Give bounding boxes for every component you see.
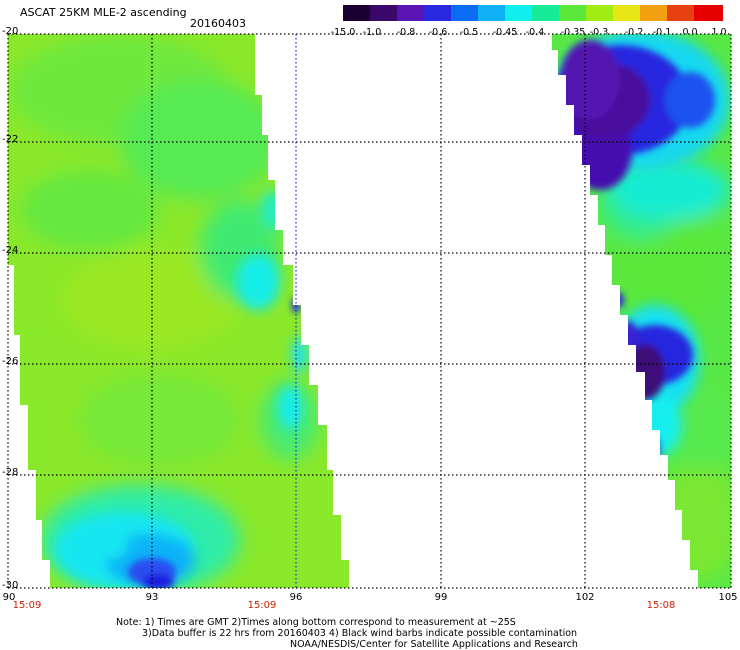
lon-tick-label: 99 bbox=[434, 592, 448, 603]
lat-tick-label: -26 bbox=[2, 356, 19, 367]
lat-tick-label: -22 bbox=[2, 134, 19, 145]
colorbar-segment bbox=[640, 5, 667, 21]
colorbar-label: -1.0 bbox=[362, 27, 382, 38]
pass-time-label: 15:09 bbox=[247, 600, 277, 611]
colorbar-label: -0.6 bbox=[428, 27, 448, 38]
colorbar-label: -0.4 bbox=[525, 27, 545, 38]
lat-tick-label: -28 bbox=[2, 467, 19, 478]
colorbar-segment bbox=[532, 5, 559, 21]
colorbar-label: -0.3 bbox=[589, 27, 609, 38]
colorbar-segment bbox=[613, 5, 640, 21]
colorbar-segment bbox=[370, 5, 397, 21]
colorbar-segment bbox=[505, 5, 532, 21]
colorbar-segment bbox=[667, 5, 694, 21]
colorbar-segment bbox=[343, 5, 370, 21]
colorbar-label: -0.2 bbox=[624, 27, 644, 38]
lon-tick-label: 96 bbox=[289, 592, 303, 603]
note-line-2: 3)Data buffer is 22 hrs from 20160403 4)… bbox=[142, 628, 578, 639]
colorbar-label: -0.1 bbox=[652, 27, 672, 38]
lat-tick-label: -30 bbox=[2, 580, 19, 591]
colorbar-segment bbox=[397, 5, 424, 21]
colorbar-segment bbox=[478, 5, 505, 21]
lat-tick-label: -24 bbox=[2, 245, 19, 256]
lon-tick-label: 93 bbox=[145, 592, 159, 603]
lon-tick-label: 90 bbox=[2, 592, 16, 603]
colorbar-label: -0.5 bbox=[459, 27, 479, 38]
note-line-1: Note: 1) Times are GMT 2)Times along bot… bbox=[116, 617, 516, 628]
colorbar-segment bbox=[451, 5, 478, 21]
product-title: ASCAT 25KM MLE-2 ascending bbox=[20, 6, 187, 19]
pass-time-label: 15:08 bbox=[646, 600, 676, 611]
graticule bbox=[7, 33, 732, 589]
colorbar-label: -0.35 bbox=[560, 27, 586, 38]
colorbar-segment bbox=[694, 5, 723, 21]
lon-tick-label: 102 bbox=[575, 592, 595, 603]
right-swath bbox=[552, 34, 731, 588]
colorbar-segment bbox=[586, 5, 613, 21]
colorbar-label: -0.45 bbox=[492, 27, 518, 38]
lon-tick-label: 105 bbox=[718, 592, 738, 603]
product-date: 20160403 bbox=[190, 17, 246, 30]
colorbar-segment bbox=[559, 5, 586, 21]
colorbar-label: -15.0 bbox=[330, 27, 356, 38]
colorbar bbox=[343, 5, 723, 21]
pass-time-label: 15:09 bbox=[12, 600, 42, 611]
left-swath bbox=[8, 34, 349, 588]
note-line-3: NOAA/NESDIS/Center for Satellite Applica… bbox=[290, 639, 578, 650]
lat-tick-label: -20 bbox=[2, 26, 19, 37]
colorbar-segment bbox=[424, 5, 451, 21]
colorbar-label: 0.0 bbox=[682, 27, 698, 38]
colorbar-label: -0.8 bbox=[396, 27, 416, 38]
colorbar-label: 1.0 bbox=[711, 27, 727, 38]
